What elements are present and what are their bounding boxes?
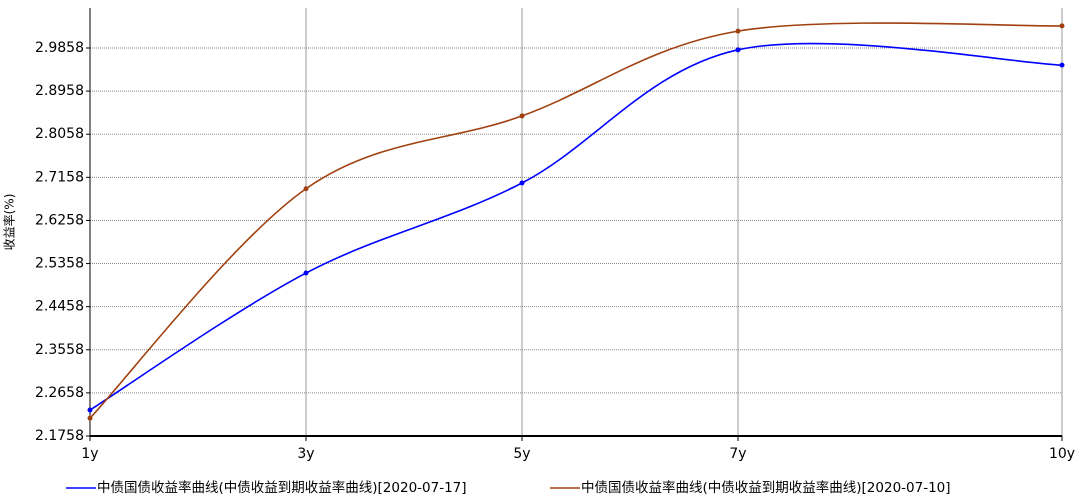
data-point: [1059, 62, 1065, 68]
x-tick-label: 1y: [81, 446, 98, 462]
y-tick-label: 2.7158: [35, 169, 84, 185]
y-tick-label: 2.3558: [35, 342, 84, 358]
data-point: [735, 28, 741, 34]
data-point: [87, 415, 93, 421]
x-tick-label: 7y: [729, 446, 746, 462]
x-tick-label: 3y: [297, 446, 314, 462]
y-tick-label: 2.5358: [35, 256, 84, 272]
data-point: [87, 407, 93, 413]
y-tick-label: 2.8958: [35, 83, 84, 99]
legend-label: 中债国债收益率曲线(中债收益到期收益率曲线)[2020-07-17]: [97, 479, 467, 496]
y-tick-label: 2.2658: [35, 385, 84, 401]
y-tick-label: 2.6258: [35, 212, 84, 228]
y-tick-label: 2.8058: [35, 126, 84, 142]
y-axis-label: 收益率(%): [2, 194, 17, 251]
data-point: [1059, 23, 1065, 29]
series-line: [89, 42, 1063, 411]
data-point: [735, 47, 741, 53]
data-point: [519, 113, 525, 119]
legend-label: 中债国债收益率曲线(中债收益到期收益率曲线)[2020-07-10]: [581, 479, 951, 496]
x-tick-label: 5y: [513, 446, 530, 462]
x-tick-label: 10y: [1049, 446, 1075, 462]
data-point: [519, 180, 525, 186]
data-point: [303, 186, 309, 192]
y-tick-label: 2.1758: [35, 428, 84, 444]
data-point: [303, 270, 309, 276]
y-tick-label: 2.9858: [35, 40, 84, 56]
y-tick-label: 2.4458: [35, 299, 84, 315]
